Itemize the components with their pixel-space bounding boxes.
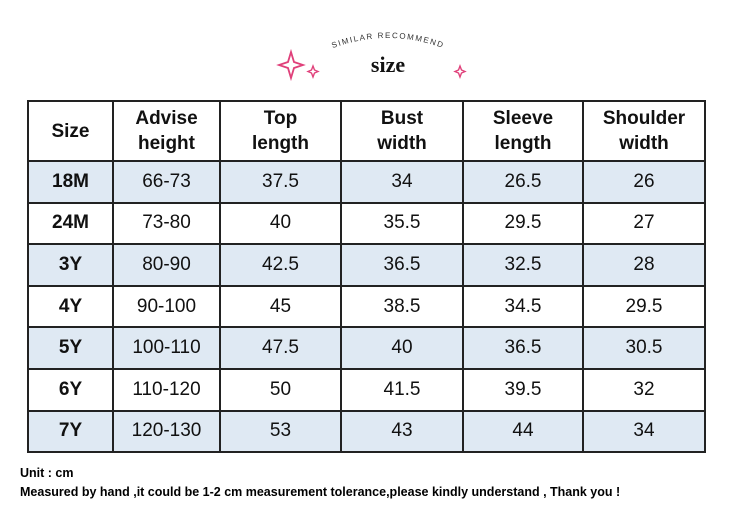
table-cell: 73-80: [112, 201, 221, 246]
table-cell: 37.5: [219, 160, 342, 204]
size-cell: 18M: [27, 160, 114, 204]
table-cell: 90-100: [112, 284, 221, 329]
table-cell: 39.5: [462, 367, 584, 412]
table-cell: 120-130: [112, 409, 221, 454]
size-cell: 7Y: [27, 409, 114, 454]
table-row: 6Y 110-120 50 41.5 39.5 32: [27, 367, 706, 412]
table-cell: 80-90: [112, 243, 221, 287]
column-header: Sleeve length: [462, 100, 584, 162]
table-cell: 34: [340, 160, 464, 204]
column-header: Shoulder width: [582, 100, 706, 162]
header-line: height: [138, 133, 195, 154]
size-cell: 24M: [27, 201, 114, 246]
table-cell: 34: [582, 409, 706, 454]
header-line: length: [252, 133, 309, 154]
table-cell: 110-120: [112, 367, 221, 412]
table-cell: 32.5: [462, 243, 584, 287]
header-line: Bust: [380, 108, 424, 129]
header-line: width: [619, 133, 669, 154]
header-line: Shoulder: [602, 108, 686, 129]
table-cell: 30.5: [582, 326, 706, 370]
size-cell: 3Y: [27, 243, 114, 287]
column-header: Bust width: [340, 100, 464, 162]
star: [306, 64, 320, 79]
unit-note: Unit : cm: [20, 466, 74, 480]
title: size: [371, 52, 405, 77]
table-cell: 26: [582, 160, 706, 204]
table-cell: 53: [219, 409, 342, 454]
size-cell: 5Y: [27, 326, 114, 370]
table-cell: 38.5: [340, 284, 464, 329]
table-cell: 40: [219, 201, 342, 246]
table-cell: 28: [582, 243, 706, 287]
table-row: 7Y 120-130 53 43 44 34: [27, 409, 706, 454]
table-row: 5Y 100-110 47.5 40 36.5 30.5: [27, 326, 706, 370]
header-line: Sleeve: [492, 108, 554, 129]
table-cell: 41.5: [340, 367, 464, 412]
table-cell: 40: [340, 326, 464, 370]
table-row: 4Y 90-100 45 38.5 34.5 29.5: [27, 284, 706, 329]
size-cell: 6Y: [27, 367, 114, 412]
table-cell: 36.5: [462, 326, 584, 370]
table-row: 24M 73-80 40 35.5 29.5 27: [27, 201, 706, 246]
arc-text: SIMILAR RECOMMEND: [330, 31, 445, 50]
table-cell: 44: [462, 409, 584, 454]
header-row: Size Advise height Top length Bust width Sleeve…: [27, 100, 706, 162]
header-line: Advise: [135, 108, 198, 129]
header: SIMILAR RECOMMEND size: [276, 31, 467, 82]
table-cell: 47.5: [219, 326, 342, 370]
table-cell: 50: [219, 367, 342, 412]
column-header: Size: [27, 100, 114, 162]
table-cell: 100-110: [112, 326, 221, 370]
header-line: Size: [51, 120, 90, 142]
table-cell: 34.5: [462, 284, 584, 329]
table-cell: 32: [582, 367, 706, 412]
column-header: Top length: [219, 100, 342, 162]
arc-text-path: SIMILAR RECOMMEND: [330, 31, 444, 50]
tolerance-note: Measured by hand ,it could be 1-2 cm mea…: [20, 485, 621, 499]
table-cell: 43: [340, 409, 464, 454]
star: [453, 64, 467, 79]
table-row: 3Y 80-90 42.5 36.5 32.5 28: [27, 243, 706, 287]
column-header: Advise height: [112, 100, 221, 162]
table-cell: 27: [582, 201, 706, 246]
size-cell: 4Y: [27, 284, 114, 329]
size-table: Size Advise height Top length Bust width Sleeve…: [27, 100, 706, 454]
table-cell: 66-73: [112, 160, 221, 204]
table-cell: 42.5: [219, 243, 342, 287]
header-line: length: [494, 133, 552, 154]
table-cell: 36.5: [340, 243, 464, 287]
table-cell: 29.5: [582, 284, 706, 329]
header-line: Top: [263, 108, 298, 129]
table-row: 18M 66-73 37.5 34 26.5 26: [27, 160, 706, 204]
header-line: width: [377, 133, 427, 154]
star: [276, 48, 306, 82]
table-cell: 29.5: [462, 201, 584, 246]
table-cell: 26.5: [462, 160, 584, 204]
table-cell: 45: [219, 284, 342, 329]
table-cell: 35.5: [340, 201, 464, 246]
